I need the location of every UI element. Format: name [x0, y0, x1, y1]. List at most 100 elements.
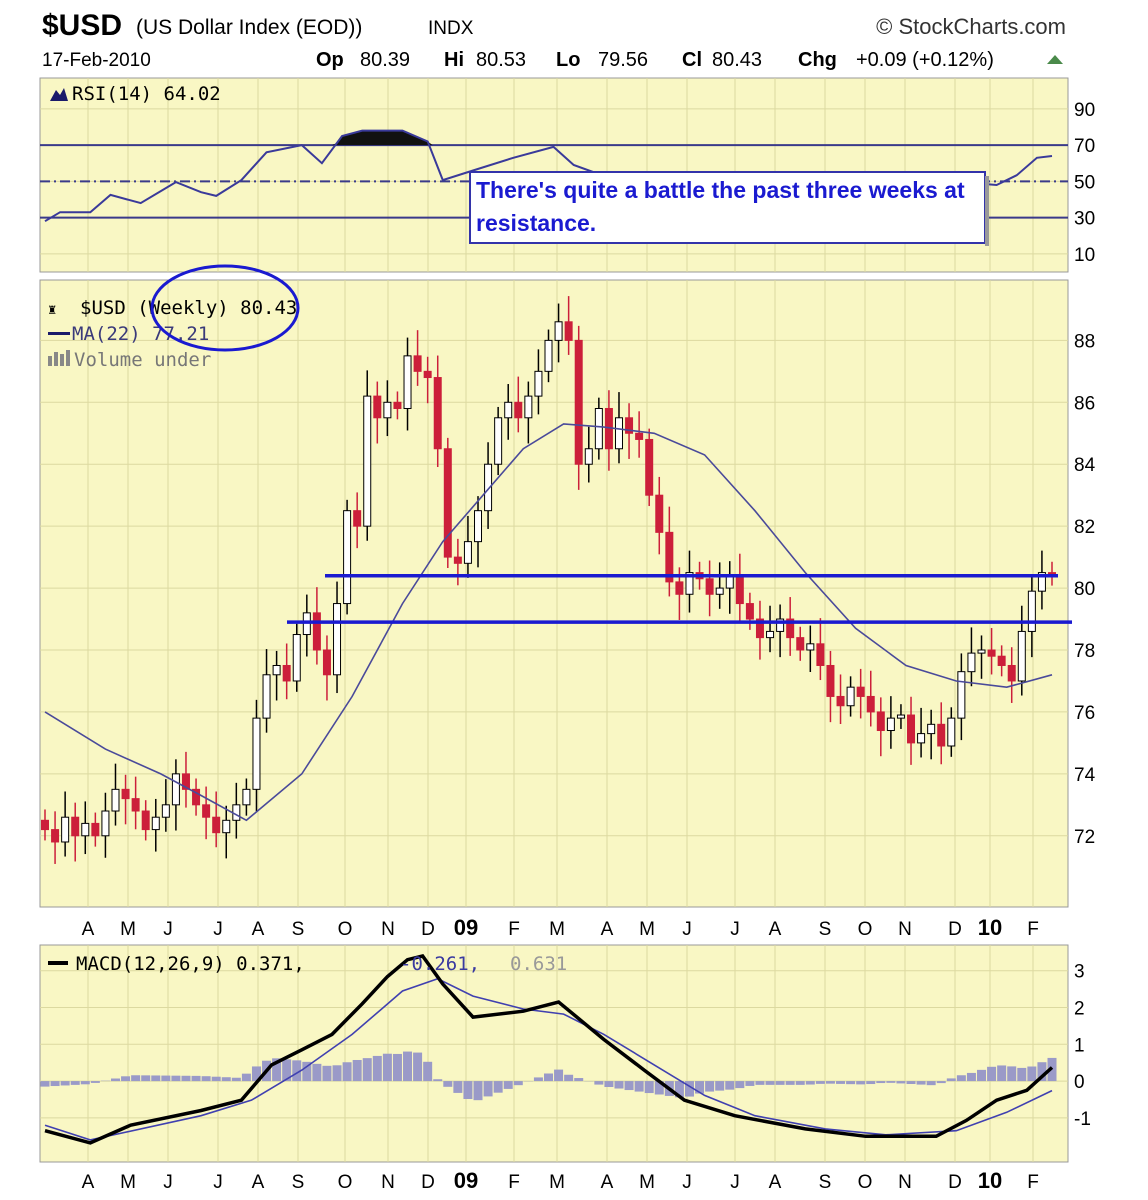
- candle-body: [614, 417, 623, 450]
- histogram-bar: [403, 1051, 413, 1082]
- quote-date: 17-Feb-2010: [42, 50, 151, 71]
- histogram-bar: [614, 1081, 624, 1089]
- candle-body: [242, 788, 251, 806]
- candle-body: [665, 531, 674, 583]
- volume-icon: [48, 350, 70, 366]
- candle-body: [322, 649, 331, 676]
- y-tick-label: 3: [1074, 962, 1085, 983]
- ma-legend-icon: [48, 332, 70, 335]
- candle-body: [91, 822, 100, 837]
- histogram-bar: [392, 1053, 402, 1082]
- candle-body: [967, 652, 976, 673]
- x-tick-label: S: [292, 1172, 305, 1193]
- candle-body: [947, 717, 956, 747]
- candle-body: [262, 674, 271, 719]
- macd-signal-legend: -0.261,: [400, 953, 480, 975]
- histogram-bar: [997, 1065, 1007, 1082]
- candle-body: [1017, 630, 1026, 682]
- candle-body: [41, 819, 49, 831]
- candle-body: [423, 370, 432, 379]
- x-tick-label: M: [549, 1172, 565, 1193]
- candle-body: [836, 695, 845, 707]
- index-name: (US Dollar Index (EOD)): [136, 16, 362, 39]
- y-tick-label: 84: [1074, 455, 1096, 476]
- candle-body: [343, 510, 352, 605]
- x-tick-label: J: [682, 919, 692, 940]
- histogram-bar: [463, 1081, 473, 1100]
- x-tick-label: J: [163, 919, 173, 940]
- x-tick-label: M: [120, 919, 136, 940]
- histogram-bar: [946, 1078, 956, 1082]
- histogram-bar: [644, 1081, 654, 1094]
- x-tick-label: M: [549, 919, 565, 940]
- histogram-bar: [825, 1081, 835, 1084]
- candle-body: [635, 432, 644, 440]
- histogram-bar: [1027, 1066, 1037, 1082]
- histogram-bar: [433, 1079, 443, 1082]
- rsi-overbought-fill: [331, 130, 438, 146]
- histogram-bar: [241, 1073, 251, 1082]
- histogram-bar: [785, 1081, 795, 1085]
- candle-body: [272, 664, 281, 676]
- histogram-bar: [332, 1065, 342, 1082]
- candle-body: [292, 634, 301, 682]
- candle-body: [111, 788, 120, 812]
- y-tick-label: 86: [1074, 393, 1095, 414]
- macd-legend: MACD(12,26,9) 0.371,: [76, 953, 305, 975]
- hi-value: 80.53: [476, 49, 526, 71]
- histogram-bar: [171, 1075, 181, 1082]
- candle-body: [554, 321, 563, 341]
- candle-body: [957, 671, 966, 719]
- histogram-bar: [886, 1081, 896, 1083]
- y-tick-label: 0: [1074, 1072, 1085, 1093]
- macd-legend-icon: [48, 961, 68, 965]
- candle-body: [363, 395, 372, 527]
- y-tick-label: 10: [1074, 245, 1095, 266]
- candle-body: [886, 717, 895, 732]
- candle-body: [474, 510, 483, 543]
- chg-label: Chg: [798, 49, 837, 71]
- x-tick-label: N: [898, 919, 912, 940]
- x-tick-label: J: [213, 919, 223, 940]
- x-tick-label: F: [508, 919, 520, 940]
- legend-price: $USD (Weekly) 80.43: [80, 297, 297, 319]
- candle-body: [594, 407, 603, 450]
- histogram-bar: [604, 1081, 614, 1087]
- histogram-bar: [533, 1077, 543, 1082]
- candle-body: [625, 417, 634, 434]
- histogram-bar: [161, 1075, 171, 1082]
- highlight-ellipse: [150, 264, 300, 352]
- x-tick-label: F: [1027, 1172, 1039, 1193]
- candle-body: [715, 587, 724, 595]
- macd-signal-line: [44, 977, 1053, 1141]
- candle-body: [776, 618, 785, 632]
- candle-body: [312, 612, 321, 651]
- candle-body: [937, 723, 946, 747]
- candle-body: [876, 711, 885, 732]
- exchange: INDX: [428, 18, 474, 39]
- candle-icon: ♜: [48, 302, 56, 318]
- candle-body: [141, 810, 150, 831]
- candle-body: [403, 355, 412, 409]
- histogram-bar: [1017, 1067, 1027, 1082]
- x-tick-label: 10: [978, 915, 1002, 940]
- histogram-bar: [141, 1075, 151, 1082]
- histogram-bar: [624, 1081, 634, 1091]
- x-tick-label: O: [858, 919, 873, 940]
- histogram-bar: [815, 1081, 825, 1084]
- candle-body: [81, 822, 90, 837]
- x-tick-label: A: [82, 919, 95, 940]
- histogram-bar: [936, 1081, 946, 1084]
- candle-body: [282, 664, 291, 682]
- candle-body: [494, 417, 503, 465]
- candle-body: [846, 686, 855, 707]
- histogram-bar: [50, 1081, 60, 1087]
- histogram-bar: [251, 1066, 261, 1082]
- x-tick-label: S: [819, 1172, 832, 1193]
- y-tick-label: 78: [1074, 641, 1095, 662]
- candle-body: [131, 798, 140, 812]
- y-tick-label: 72: [1074, 827, 1095, 848]
- histogram-bar: [503, 1081, 513, 1089]
- x-tick-label: M: [639, 1172, 655, 1193]
